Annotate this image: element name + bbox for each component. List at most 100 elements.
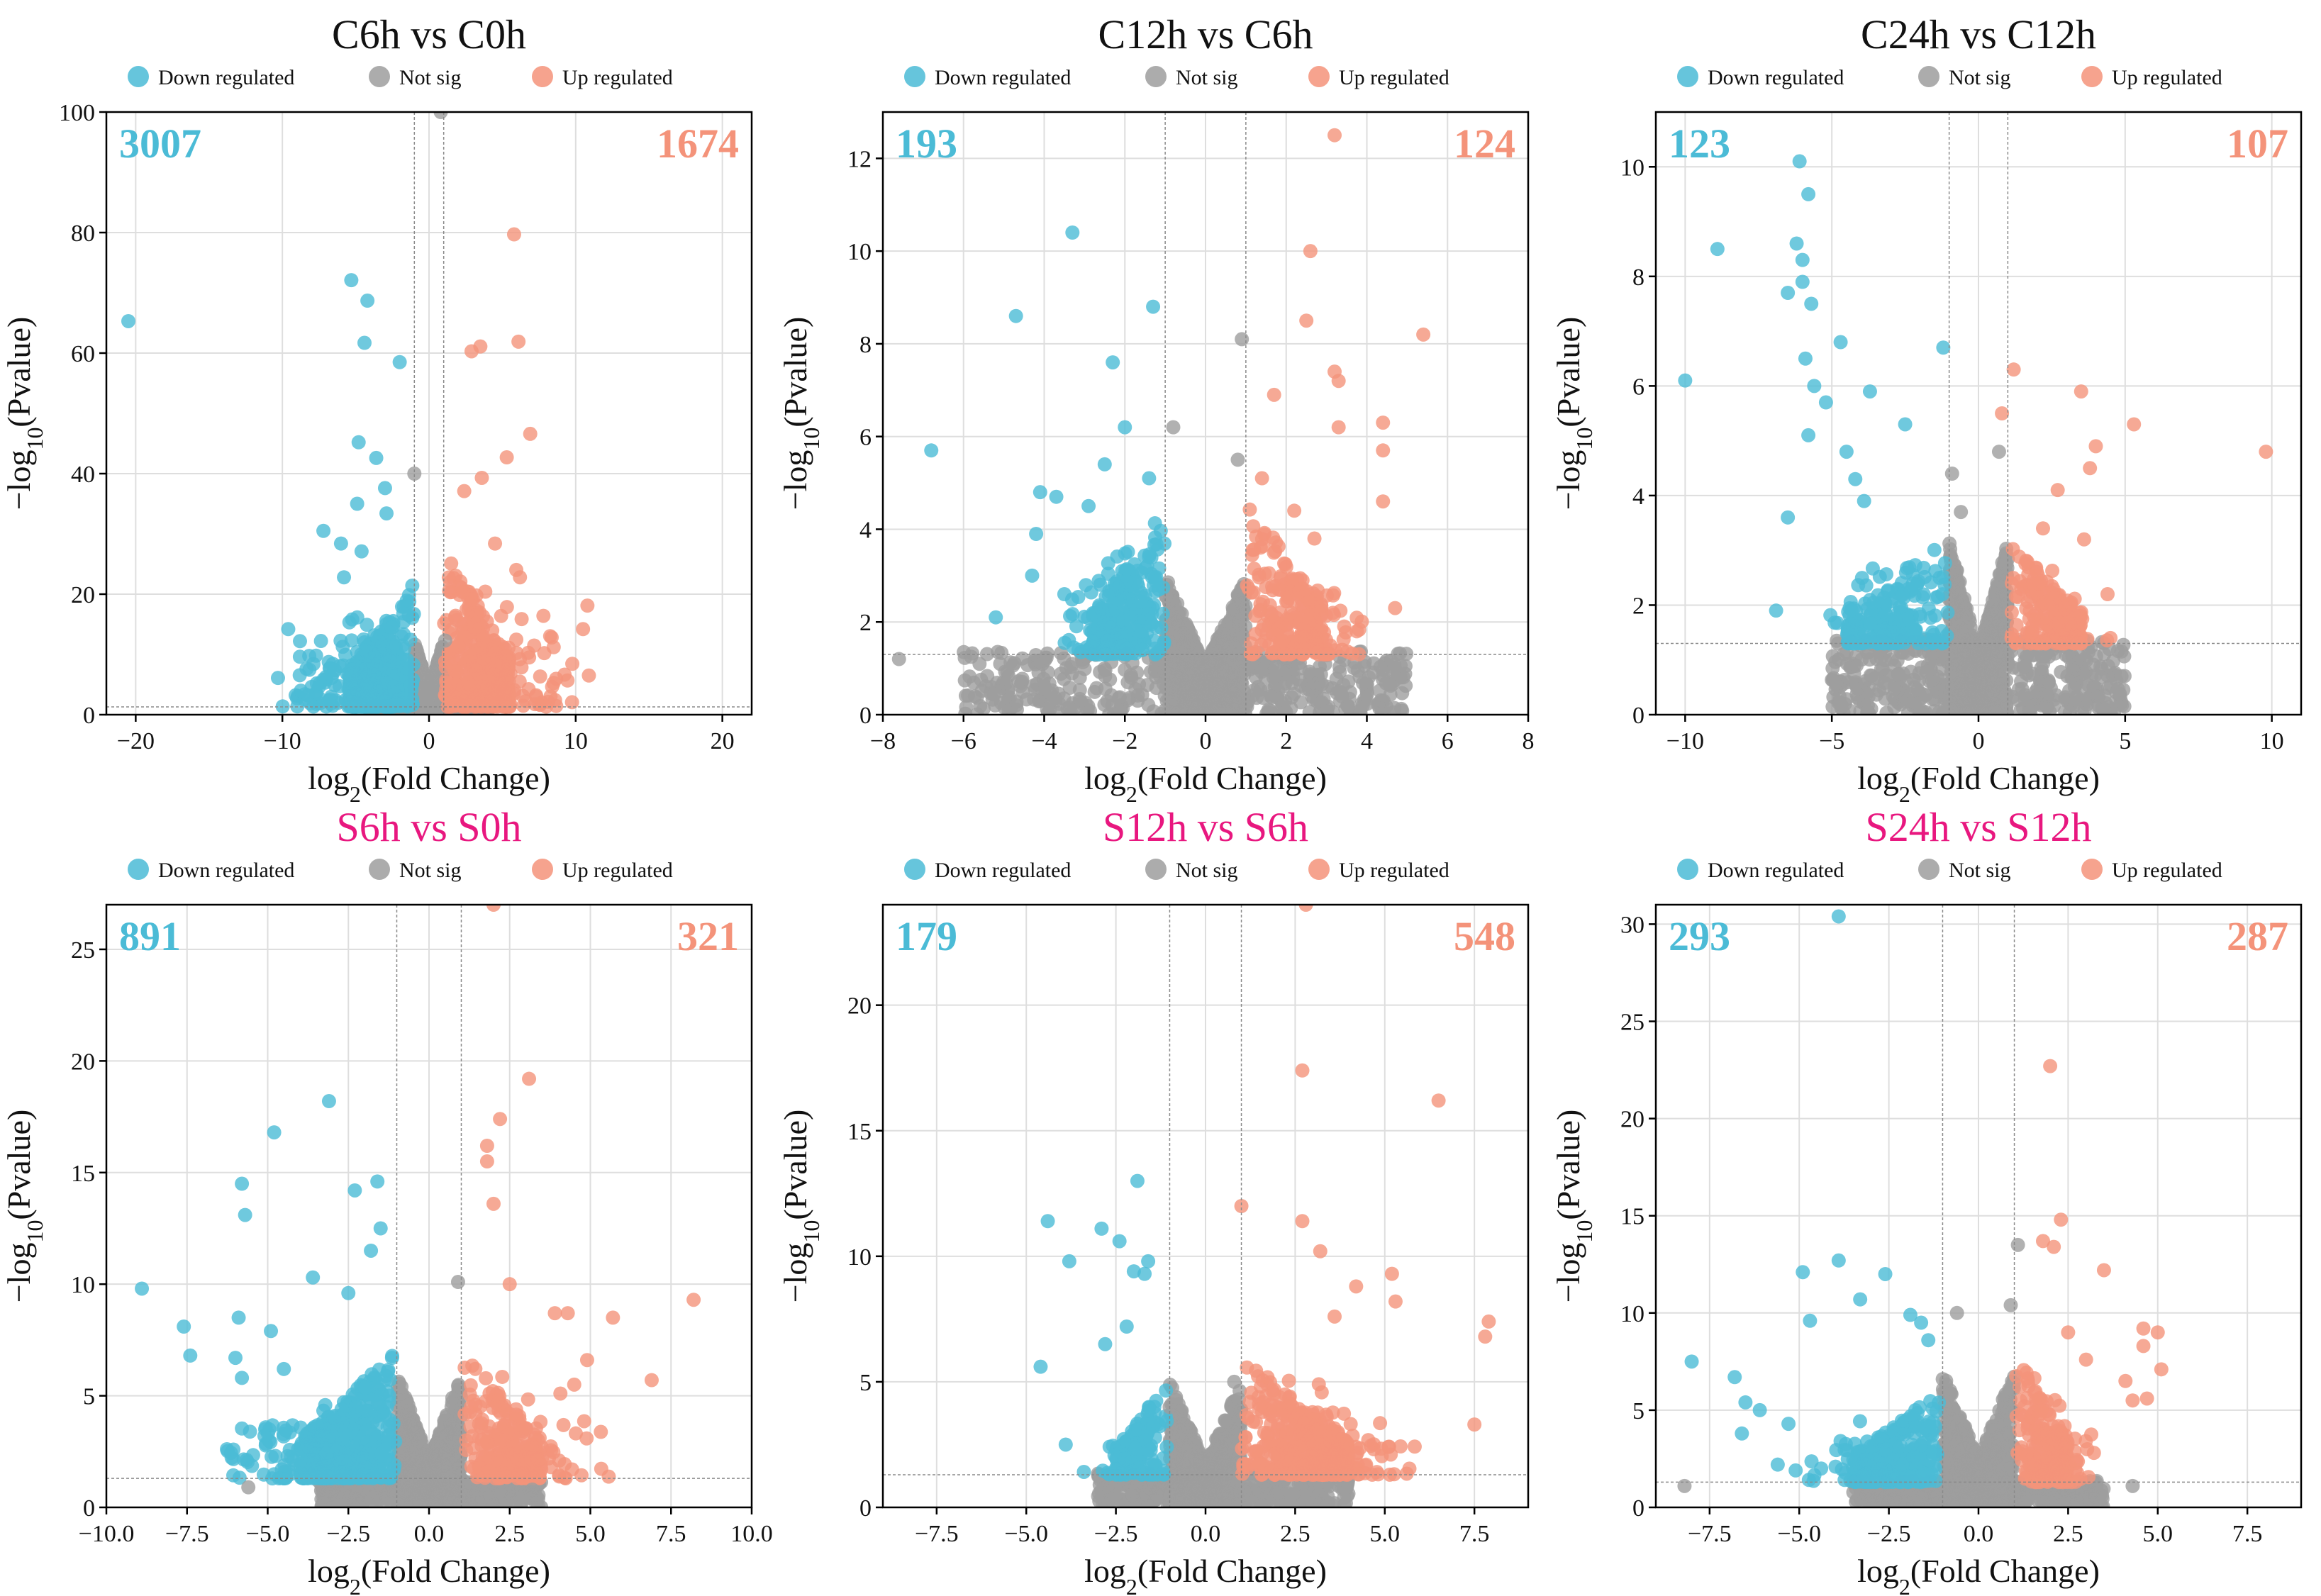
notsig-point: [2054, 664, 2069, 679]
up-count: 1674: [657, 121, 739, 167]
up-outlier: [506, 227, 521, 242]
down-point: [1130, 575, 1145, 590]
down-outlier: [1049, 489, 1064, 504]
notsig-point: [1111, 707, 1125, 715]
y-tick-label: 40: [71, 462, 95, 488]
notsig-point: [2097, 703, 2112, 715]
down-outlier: [316, 523, 331, 538]
notsig-point: [1892, 680, 1907, 695]
up-point: [531, 697, 546, 712]
notsig-point: [1098, 681, 1113, 696]
notsig-point: [1204, 646, 1219, 661]
notsig-point: [1939, 705, 1954, 715]
legend-down-marker: [128, 66, 149, 87]
scatter-points: [1678, 154, 2273, 715]
up-point: [1243, 647, 1258, 662]
up-point: [1309, 631, 1324, 646]
up-point: [1323, 638, 1338, 653]
down-outlier: [377, 481, 392, 496]
notsig-point: [2116, 637, 2131, 652]
up-point: [468, 644, 483, 659]
x-tick-label: −2: [1112, 728, 1137, 754]
up-point: [1269, 535, 1284, 550]
up-point: [1274, 633, 1288, 648]
x-tick-label: 8: [1523, 728, 1535, 754]
down-point: [1116, 612, 1131, 627]
up-point: [452, 651, 467, 666]
up-point: [453, 574, 468, 589]
down-point: [344, 673, 359, 688]
notsig-point: [998, 664, 1013, 679]
up-point: [478, 584, 493, 599]
up-point: [444, 556, 459, 571]
notsig-outlier: [1166, 420, 1181, 435]
up-point: [1338, 625, 1353, 640]
down-outlier: [344, 273, 359, 288]
up-outlier: [464, 344, 479, 359]
notsig-point: [1064, 659, 1079, 674]
notsig-point: [1146, 704, 1161, 715]
notsig-point: [1020, 658, 1035, 673]
up-outlier: [1376, 494, 1391, 509]
notsig-point: [1187, 656, 1202, 671]
up-point: [1274, 569, 1288, 584]
down-outlier: [351, 435, 366, 450]
legend-notsig-label: Not sig: [399, 66, 462, 89]
down-outlier: [281, 622, 296, 637]
up-point: [452, 688, 467, 703]
up-point: [565, 657, 580, 671]
down-outlier: [308, 648, 323, 663]
notsig-point: [1173, 706, 1188, 715]
down-point: [345, 662, 360, 677]
legend-down-marker: [904, 66, 925, 87]
down-point: [1155, 606, 1170, 621]
legend-down-label: Down regulated: [935, 66, 1071, 89]
y-axis-label: −log10(Pvalue): [1, 317, 48, 510]
notsig-point: [1334, 686, 1349, 701]
down-point: [1142, 549, 1157, 564]
up-outlier: [1388, 601, 1403, 615]
notsig-point: [2114, 669, 2129, 683]
x-tick-label: 0: [1200, 728, 1212, 754]
down-point: [338, 647, 353, 662]
legend-up-marker: [1308, 66, 1330, 87]
down-point: [1120, 545, 1135, 559]
notsig-point: [1040, 665, 1055, 680]
down-outlier: [360, 294, 375, 308]
down-outlier: [1097, 457, 1112, 471]
down-point: [382, 699, 396, 714]
notsig-point: [1169, 680, 1184, 695]
up-outlier: [1331, 420, 1346, 435]
legend-up-label: Up regulated: [562, 66, 673, 89]
notsig-point: [1832, 688, 1847, 703]
up-point: [447, 676, 462, 691]
down-point: [1119, 643, 1134, 658]
down-point: [362, 668, 377, 683]
notsig-point: [1165, 619, 1180, 634]
up-outlier: [1307, 531, 1322, 546]
notsig-point: [1072, 670, 1087, 685]
up-outlier: [457, 484, 472, 498]
up-outlier: [580, 598, 595, 613]
up-point: [470, 615, 485, 630]
notsig-point: [1254, 664, 1269, 679]
down-point: [333, 633, 348, 648]
down-point: [1149, 574, 1164, 589]
down-point: [1101, 567, 1115, 581]
up-outlier: [1376, 415, 1391, 430]
up-point: [1257, 525, 1272, 540]
notsig-point: [1216, 627, 1231, 642]
up-outlier: [1299, 313, 1314, 328]
y-tick-label: 60: [71, 341, 95, 367]
down-point: [1147, 530, 1162, 545]
legend-up-label: Up regulated: [1339, 66, 1449, 89]
notsig-point: [1201, 697, 1215, 712]
up-point: [486, 667, 501, 682]
up-point: [442, 584, 457, 598]
up-point: [1254, 637, 1269, 652]
notsig-point: [1376, 704, 1391, 715]
notsig-point: [2077, 703, 2092, 715]
down-point: [321, 693, 336, 708]
notsig-point: [1919, 664, 1934, 679]
